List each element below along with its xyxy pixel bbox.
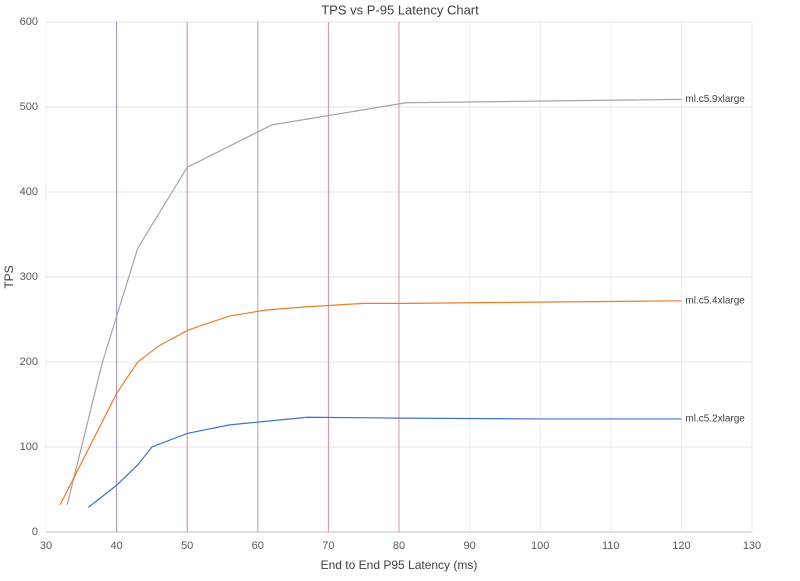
y-tick-label: 0: [32, 526, 38, 538]
x-tick-label: 30: [40, 540, 52, 552]
series-label: ml.c5.9xlarge: [685, 94, 745, 105]
series-line: [66, 98, 682, 505]
x-tick-label: 90: [463, 540, 475, 552]
x-tick-label: 40: [110, 540, 122, 552]
chart-title: TPS vs P-95 Latency Chart: [321, 2, 479, 17]
x-tick-label: 130: [743, 540, 761, 552]
series-label: ml.c5.4xlarge: [685, 295, 745, 306]
x-axis-title: End to End P95 Latency (ms): [321, 558, 478, 572]
y-tick-label: 500: [20, 101, 38, 113]
series-line: [59, 300, 682, 506]
y-tick-label: 400: [20, 186, 38, 198]
x-tick-label: 50: [181, 540, 193, 552]
series-line: [87, 416, 682, 508]
x-tick-label: 110: [602, 540, 620, 552]
y-tick-label: 100: [20, 441, 38, 453]
y-tick-label: 300: [20, 271, 38, 283]
x-tick-label: 120: [672, 540, 690, 552]
x-tick-label: 80: [393, 540, 405, 552]
y-tick-label: 600: [20, 16, 38, 28]
y-tick-label: 200: [20, 356, 38, 368]
x-tick-label: 100: [531, 540, 549, 552]
series-label: ml.c5.2xlarge: [685, 414, 745, 425]
x-tick-label: 70: [322, 540, 334, 552]
y-axis-title: TPS: [2, 265, 16, 288]
x-tick-label: 60: [252, 540, 264, 552]
